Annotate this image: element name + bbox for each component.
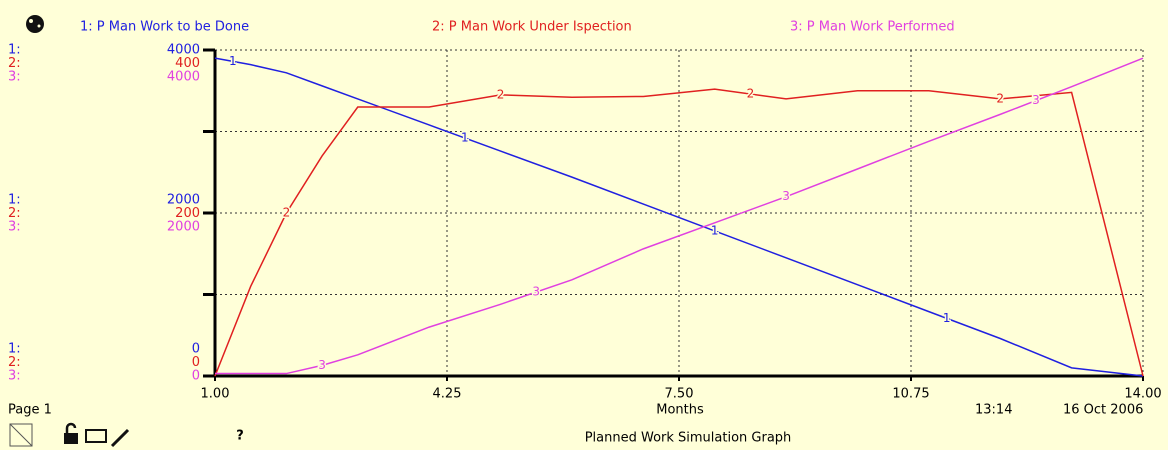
time: 13:14 xyxy=(975,403,1012,418)
series-marker: 3 xyxy=(532,285,540,299)
x-axis-label: Months xyxy=(656,403,704,418)
help-icon[interactable]: ? xyxy=(236,429,244,444)
series-marker: 2 xyxy=(996,91,1004,105)
x-tick-label: 14.00 xyxy=(1124,387,1161,402)
legend-entry: 1: P Man Work to be Done xyxy=(80,20,249,35)
axis-prefix: 1: xyxy=(8,342,21,357)
series-line xyxy=(214,57,1144,377)
toolbar: ? xyxy=(9,422,244,448)
y-tick-label: 0 xyxy=(192,355,200,370)
axis-prefix: 3: xyxy=(8,220,21,235)
y-tick-label: 200 xyxy=(175,206,200,221)
axis-prefix: 2: xyxy=(8,56,21,71)
series-line xyxy=(215,57,1144,375)
y-tick-label: 4000 xyxy=(167,43,200,58)
series-marker: 1 xyxy=(229,54,237,68)
axis-prefix: 3: xyxy=(8,369,21,384)
caption: Planned Work Simulation Graph xyxy=(585,431,792,446)
y-tick-label: 0 xyxy=(192,342,200,357)
series-marker: 3 xyxy=(782,189,790,203)
y-tick-label: 2000 xyxy=(167,193,200,208)
series-line xyxy=(214,88,1144,377)
series-marker: 2 xyxy=(747,87,755,101)
x-tick-label: 4.25 xyxy=(433,387,462,402)
legend-entry: 2: P Man Work Under Ispection xyxy=(432,20,632,35)
series-marker: 3 xyxy=(318,358,326,372)
wand-icon[interactable] xyxy=(110,428,130,448)
y-tick-label: 0 xyxy=(192,369,200,384)
axis-prefix: 2: xyxy=(8,206,21,221)
axis-prefix: 3: xyxy=(8,70,21,85)
lock-icon[interactable] xyxy=(64,433,78,444)
print-icon[interactable] xyxy=(85,429,107,443)
x-tick-label: 7.50 xyxy=(665,387,694,402)
legend-entry: 3: P Man Work Performed xyxy=(790,20,955,35)
series-marker: 2 xyxy=(497,87,505,101)
y-tick-label: 2000 xyxy=(167,220,200,235)
series-marker: 1 xyxy=(461,131,469,145)
app-icon xyxy=(26,15,44,33)
date: 16 Oct 2006 xyxy=(1063,403,1143,418)
x-tick-label: 10.75 xyxy=(892,387,929,402)
page-icon-line xyxy=(9,423,33,447)
y-tick-label: 400 xyxy=(175,56,200,71)
series-marker: 1 xyxy=(711,223,719,237)
series-marker: 3 xyxy=(1032,93,1040,107)
axis-prefix: 1: xyxy=(8,193,21,208)
series-marker: 1 xyxy=(943,311,951,325)
y-tick-label: 4000 xyxy=(167,70,200,85)
axis-prefix: 2: xyxy=(8,355,21,370)
series-marker: 2 xyxy=(283,206,291,220)
page-icon[interactable] xyxy=(9,423,33,447)
axis-prefix: 1: xyxy=(8,43,21,58)
lock-shackle xyxy=(65,422,77,433)
page-label: Page 1 xyxy=(8,403,52,418)
x-tick-label: 1.00 xyxy=(201,387,230,402)
